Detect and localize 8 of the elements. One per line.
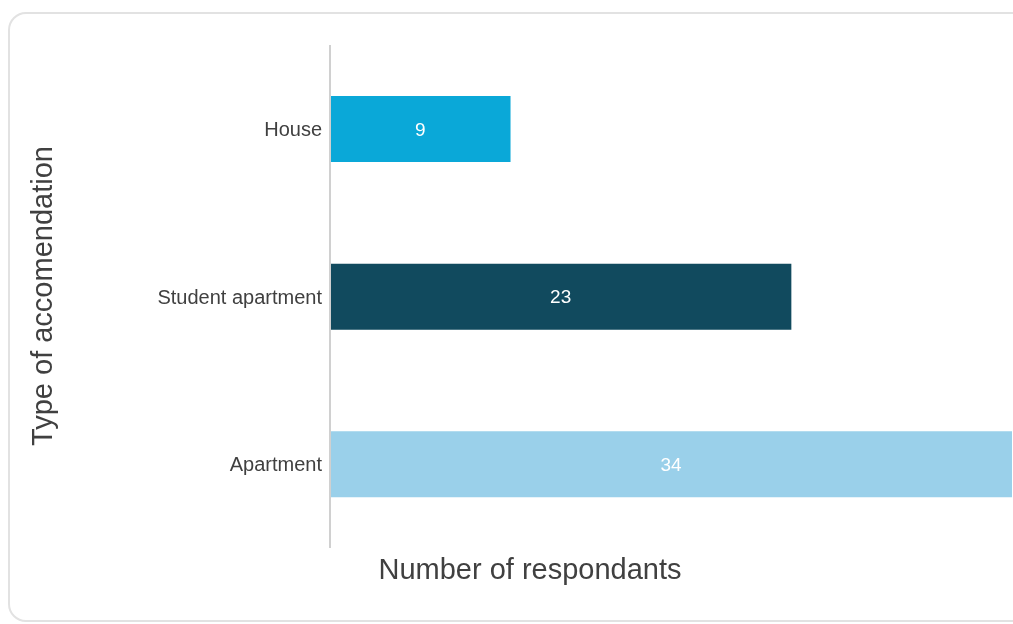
- data-label: 34: [660, 454, 682, 476]
- data-label: 9: [414, 118, 426, 140]
- data-label: 23: [550, 286, 572, 308]
- y-tick-label: Apartment: [229, 453, 323, 476]
- y-axis-title: Type of accomendation: [25, 146, 59, 446]
- x-axis-title: Number of respondants: [377, 553, 683, 586]
- y-tick-label: Student apartment: [157, 285, 323, 308]
- y-tick-label: House: [264, 117, 322, 140]
